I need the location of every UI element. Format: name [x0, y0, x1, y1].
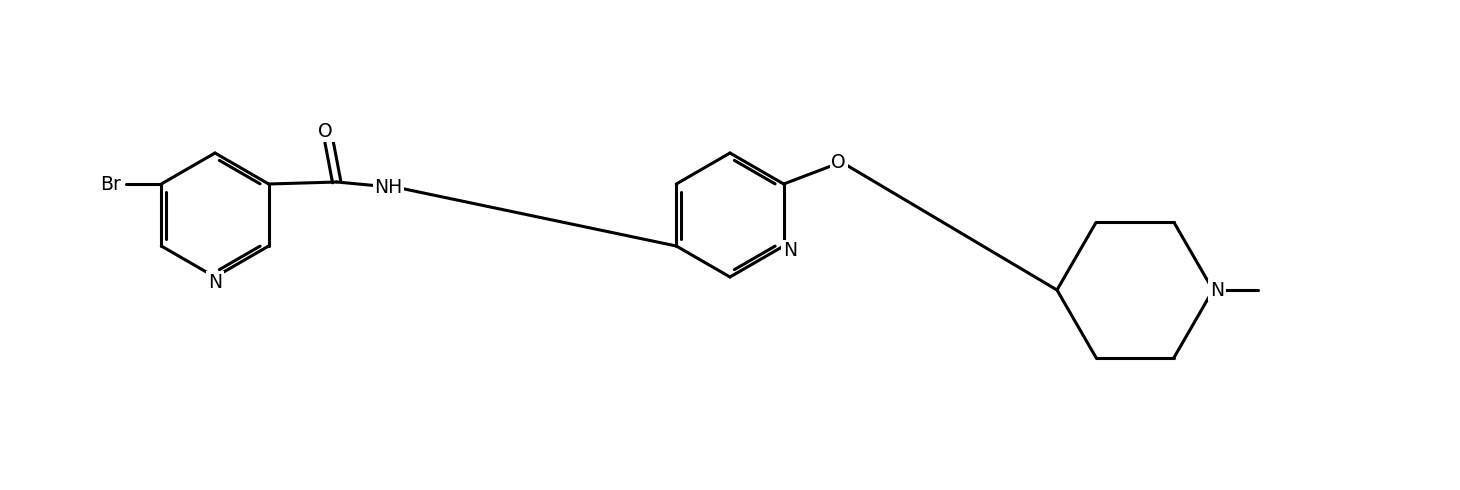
Text: NH: NH [375, 177, 403, 196]
Text: N: N [207, 272, 222, 292]
Text: O: O [318, 122, 333, 141]
Text: Br: Br [101, 174, 121, 194]
Text: N: N [1210, 280, 1223, 299]
Text: N: N [783, 242, 797, 261]
Text: O: O [831, 152, 845, 171]
